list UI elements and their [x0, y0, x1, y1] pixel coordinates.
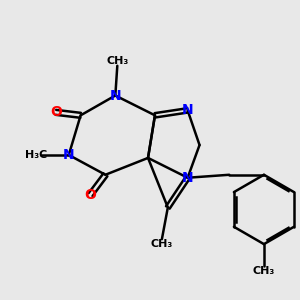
- Text: N: N: [182, 103, 194, 117]
- Text: CH₃: CH₃: [151, 239, 173, 249]
- Text: N: N: [182, 171, 194, 185]
- Text: N: N: [110, 88, 121, 103]
- Text: CH₃: CH₃: [253, 266, 275, 276]
- Text: N: N: [63, 148, 75, 162]
- Text: O: O: [50, 105, 62, 119]
- Text: H₃C: H₃C: [25, 150, 47, 160]
- Text: CH₃: CH₃: [106, 56, 128, 66]
- Text: O: O: [85, 188, 97, 202]
